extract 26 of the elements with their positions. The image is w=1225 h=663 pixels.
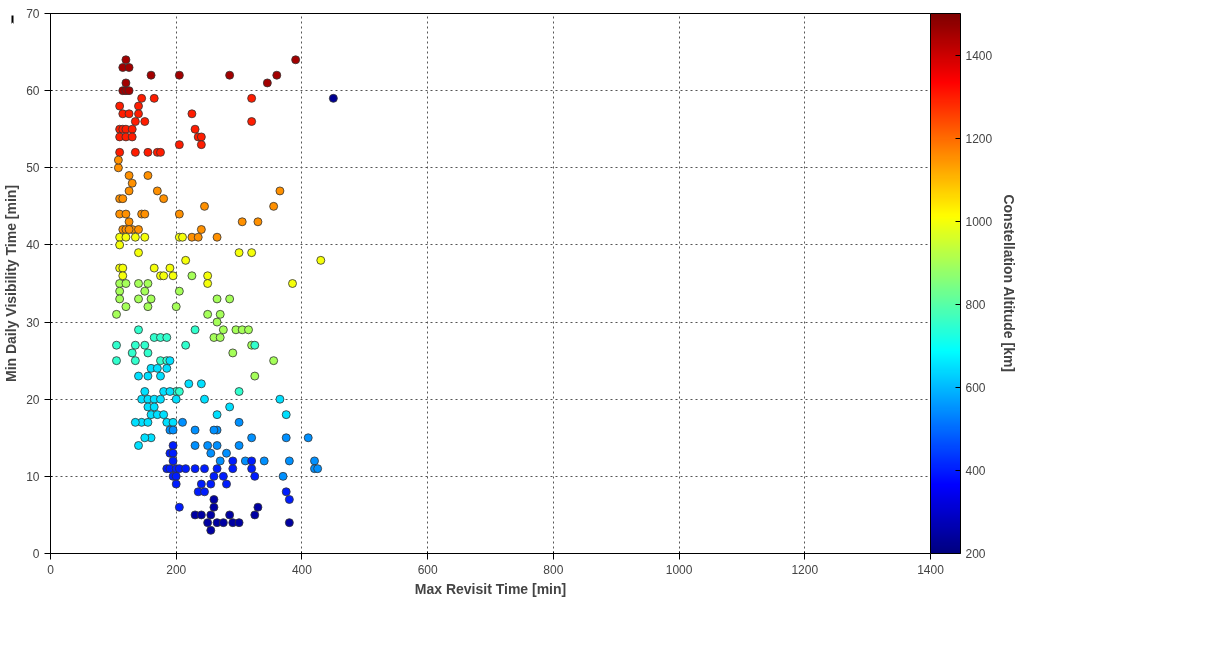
x-tick-label: 400: [291, 562, 313, 577]
color-bar-title: Constellation Altitude [km]: [1000, 194, 1017, 373]
x-axis-title: Max Revisit Time [min]: [414, 580, 567, 597]
x-tick-label: 1000: [665, 562, 693, 577]
color-bar-label: 200: [965, 547, 986, 561]
x-tick-label: 1200: [791, 562, 819, 577]
color-bar-label: 1000: [965, 214, 993, 229]
y-tick-label: 0: [32, 547, 40, 561]
y-axis-title: Min Daily Visibility Time [min]: [3, 184, 20, 383]
y-tick-label: 60: [26, 84, 40, 99]
y-tick-label: 10: [26, 469, 40, 484]
y-tick-label: 30: [26, 315, 40, 330]
y-tick-label: 70: [26, 7, 40, 21]
color-bar-label: 800: [965, 297, 986, 312]
x-tick-label: 1400: [917, 562, 945, 577]
x-tick-label: 800: [543, 562, 564, 577]
y-tick-label: 50: [26, 161, 40, 176]
x-tick-label: 0: [47, 562, 55, 577]
x-tick-label: 200: [166, 562, 187, 577]
y-tick-label: 40: [26, 238, 40, 253]
y-tick-label: 20: [26, 392, 40, 407]
color-bar-label: 600: [965, 380, 986, 395]
color-bar-label: 1200: [965, 131, 993, 146]
x-tick-label: 600: [417, 562, 438, 577]
color-bar-label: 400: [965, 463, 986, 478]
color-bar-label: 1400: [965, 48, 993, 63]
